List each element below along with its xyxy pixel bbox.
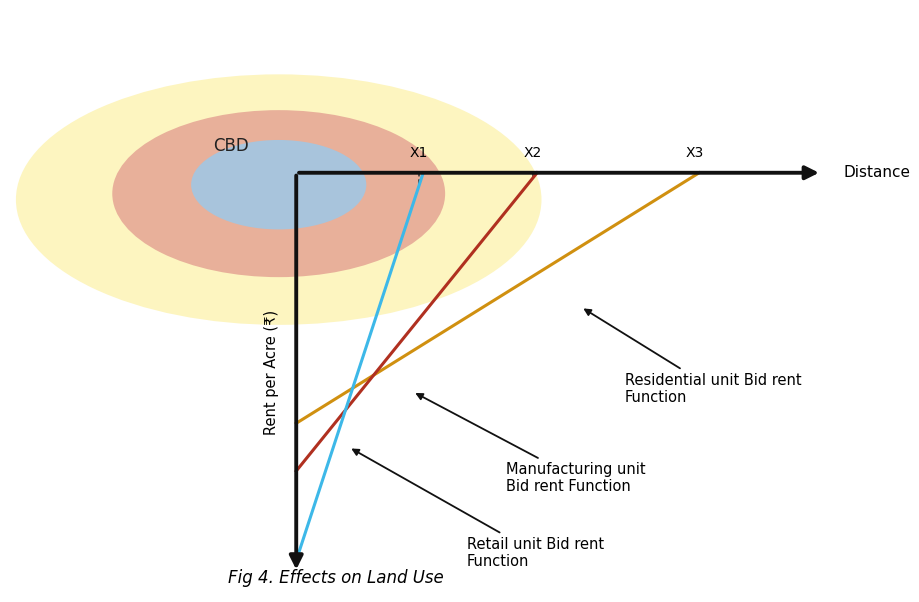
Text: X2: X2 [523, 146, 541, 160]
Ellipse shape [112, 110, 445, 277]
Text: X1: X1 [409, 146, 427, 160]
Text: Residential unit Bid rent
Function: Residential unit Bid rent Function [584, 309, 800, 405]
Text: Manufacturing unit
Bid rent Function: Manufacturing unit Bid rent Function [416, 394, 645, 494]
Ellipse shape [191, 140, 366, 229]
Text: CBD: CBD [212, 137, 248, 155]
Ellipse shape [16, 75, 541, 325]
Text: Fig 4. Effects on Land Use: Fig 4. Effects on Land Use [228, 569, 443, 588]
Text: Rent per Acre (₹): Rent per Acre (₹) [264, 310, 278, 435]
Text: X3: X3 [685, 146, 703, 160]
Text: Retail unit Bid rent
Function: Retail unit Bid rent Function [353, 450, 604, 569]
Text: Distance: Distance [843, 166, 910, 180]
